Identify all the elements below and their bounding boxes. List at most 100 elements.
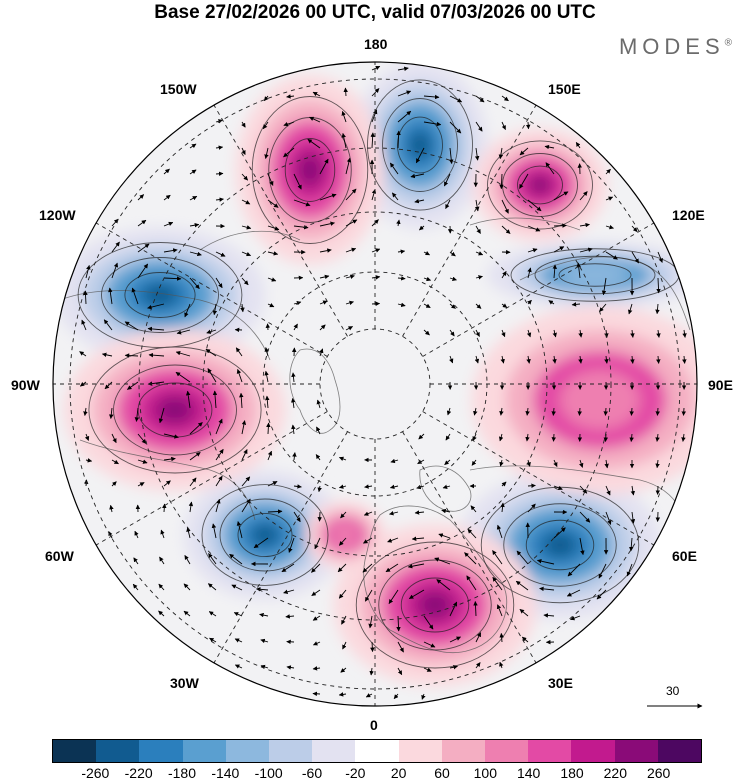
colorbar-label: -100 [254,765,283,781]
colorbar-swatch-4 [225,740,270,762]
wind-vector-arrow [189,222,200,228]
wind-vector-arrow [596,589,607,600]
wind-vector-arrow [525,433,530,442]
wind-vector-arrow [241,173,249,181]
wind-vector-arrow [570,615,581,621]
wind-vector-arrow [527,299,532,305]
wind-vector-arrow [207,583,217,591]
wind-vector-arrow [319,221,335,227]
wind-vector-arrow [605,196,614,201]
wind-vector-arrow [124,353,139,358]
wind-vector-arrow [260,664,269,670]
colorbar-swatch-0 [53,740,97,762]
wind-vector-arrow [407,563,425,569]
wind-vector-arrow [137,482,145,487]
height-contour [251,96,369,244]
wind-vector-arrow [397,110,412,123]
wind-vector-arrow [83,290,88,305]
wind-vector-arrow [579,459,584,468]
wind-vector-arrow [368,615,373,629]
wind-vector-arrow [111,433,117,444]
wind-vector-arrow [265,323,271,331]
wind-vector-arrow [288,537,295,553]
colorbar-swatch-5 [269,740,313,762]
wind-vector-arrow [293,484,302,489]
wind-vector-arrow [527,248,538,253]
wind-vector-arrow [501,329,506,338]
wind-vector-arrow [553,459,558,468]
wind-vector-arrow [365,693,373,698]
height-contour [284,138,336,202]
wind-vector-arrow [345,274,355,279]
reference-vector: 30 [644,684,706,718]
wind-vector-arrow [340,511,347,519]
wind-vector-arrow [415,147,425,164]
wind-vector-arrow [501,95,509,102]
wind-vector-arrow [293,323,298,331]
wind-vector-arrow [545,162,555,175]
wind-vector-arrow [241,225,252,230]
wind-vector-arrow [137,219,147,227]
wind-vector-arrow [421,693,426,700]
wind-vector-arrow [575,142,581,149]
wind-vector-arrow [319,348,324,357]
wind-vector-arrow [681,407,687,416]
wind-vector-arrow [147,303,165,310]
wind-vector-arrow [148,352,165,358]
anomaly-shade [297,154,323,186]
wind-vector-arrow [215,498,221,513]
wind-vector-arrow [137,459,148,464]
wind-vector-arrow [449,147,454,165]
wind-vector-arrow [628,303,633,315]
wind-vector-arrow [163,456,176,462]
wind-vector-arrow [682,355,687,364]
wind-vector-arrow [212,390,218,409]
wind-vector-arrow [579,222,590,228]
wind-vector-arrow [387,537,399,543]
wind-vector-arrow [604,355,609,364]
wind-vector-arrow [599,303,607,312]
wind-vector-arrow [264,370,269,383]
wind-vector-arrow [396,219,401,227]
wind-vector-arrow [176,329,191,335]
anomaly-shade [409,131,431,159]
wind-vector-arrow [338,692,347,697]
colorbar-swatch-10 [485,740,529,762]
wind-vector-arrow [212,303,218,316]
height-contour [382,98,458,192]
wind-vector-arrow [370,641,375,653]
height-contour [355,541,515,669]
wind-vector-arrow [603,407,608,416]
wind-vector-arrow [629,433,634,442]
wind-vector-arrow [312,91,321,97]
wind-vector-arrow [466,575,477,591]
wind-vector-arrow [371,109,378,123]
wind-vector-arrow [551,433,557,442]
wind-vector-arrow [475,632,482,643]
wind-vector-arrow [474,199,480,212]
wind-vector-arrow [208,553,217,565]
wind-vector-arrow [527,199,542,212]
wind-vector-arrow [396,130,401,149]
wind-vector-arrow [527,503,536,513]
wind-vector-arrow [134,530,139,539]
wind-vector-arrow [539,586,555,592]
wind-vector-arrow [578,355,583,364]
wind-vector-arrow [163,168,170,175]
wind-vector-arrow [626,563,633,577]
wind-vector-arrow [449,276,457,281]
wind-vector-arrow [449,601,458,617]
colorbar-swatch-12 [571,740,615,762]
wind-vector-arrow [442,484,451,489]
modes-brand-logo: MODES® [619,34,732,60]
wind-vector-arrow [363,511,373,516]
wind-vector-arrow [307,138,321,149]
wind-vector-arrow [519,147,529,156]
anomaly-shade [418,591,452,619]
height-contour [517,165,563,205]
wind-vector-arrow [103,319,113,331]
wind-vector-arrow [474,355,480,364]
wind-vector-arrow [241,449,248,461]
wind-vector-arrow [441,508,451,514]
wind-vector-arrow [552,355,557,364]
